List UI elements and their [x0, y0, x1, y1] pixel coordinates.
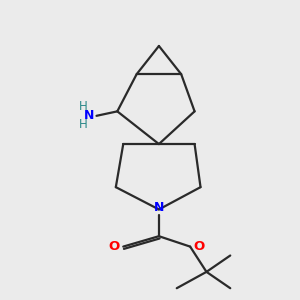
Text: H: H	[79, 100, 88, 113]
Text: N: N	[84, 109, 94, 122]
Text: N: N	[154, 201, 164, 214]
Text: O: O	[194, 240, 205, 253]
Text: H: H	[79, 118, 88, 131]
Text: O: O	[109, 240, 120, 253]
